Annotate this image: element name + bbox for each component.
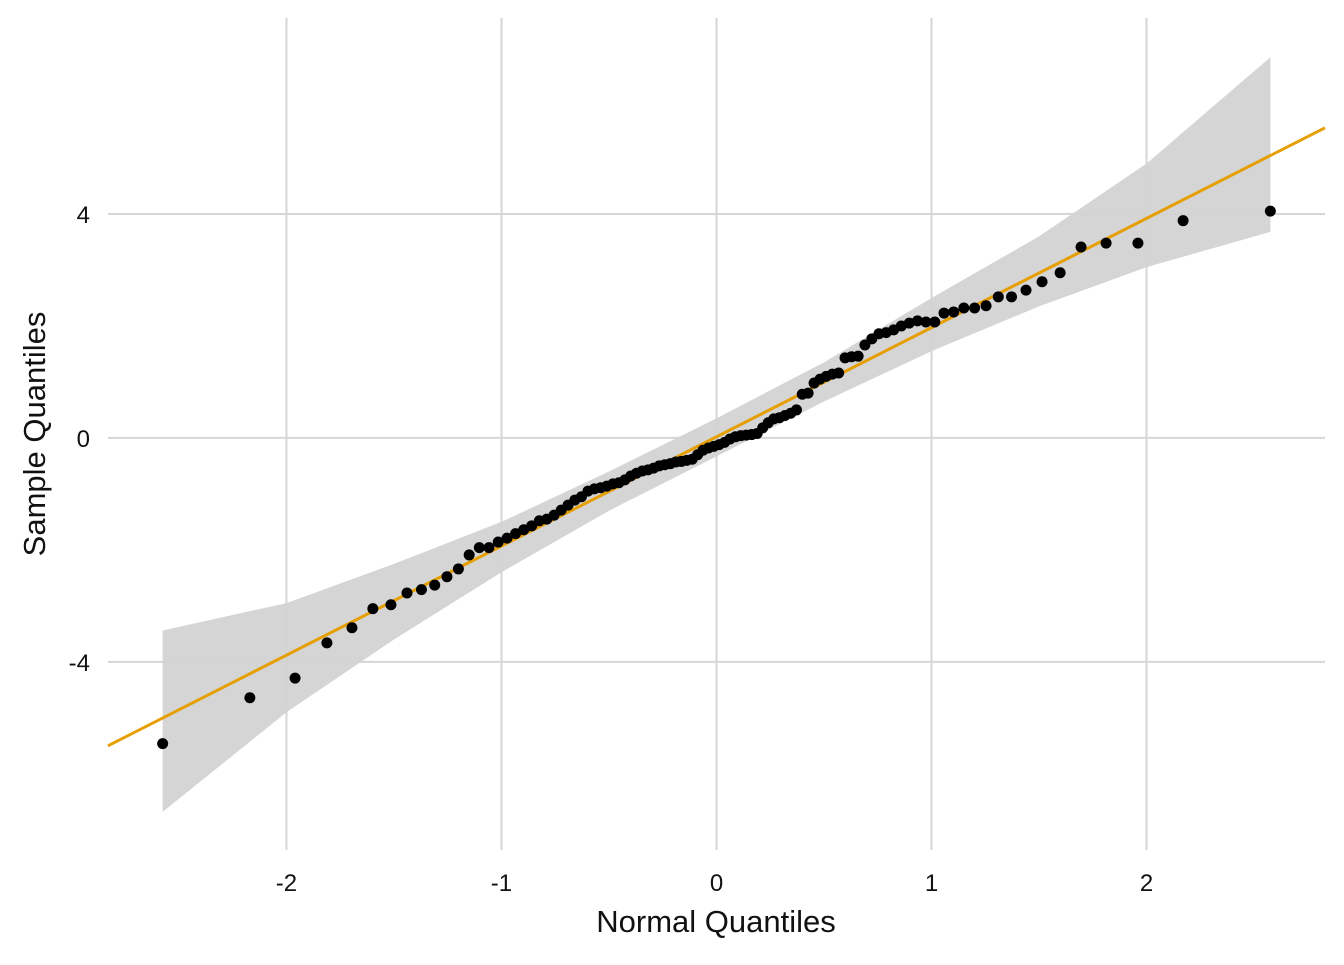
data-point <box>244 692 256 704</box>
data-point <box>321 637 333 649</box>
data-point <box>1006 291 1018 303</box>
data-point <box>289 672 301 684</box>
data-point <box>385 599 397 611</box>
data-point <box>452 563 464 575</box>
data-point <box>346 622 358 634</box>
data-point <box>929 316 941 328</box>
data-point <box>948 306 960 318</box>
y-tick-label: -4 <box>69 650 90 677</box>
data-point <box>510 528 522 540</box>
data-point <box>1132 237 1144 249</box>
reference-line <box>107 126 1326 748</box>
data-point <box>969 302 981 314</box>
data-point <box>1100 237 1112 249</box>
data-points <box>157 205 1276 750</box>
y-tick-label: 4 <box>77 202 90 229</box>
data-point <box>958 302 970 314</box>
data-point <box>1036 276 1048 288</box>
data-point <box>802 387 814 399</box>
x-tick-label: -2 <box>276 870 297 897</box>
data-point <box>833 367 845 379</box>
data-point <box>980 300 992 312</box>
data-point <box>911 315 923 327</box>
data-point <box>852 350 864 362</box>
confidence-band <box>162 57 1271 812</box>
data-point <box>492 536 504 548</box>
data-point <box>938 307 950 319</box>
data-point <box>920 316 932 328</box>
x-tick-label: 2 <box>1140 870 1153 897</box>
y-axis-title: Sample Quantiles <box>17 312 52 557</box>
data-point <box>1264 205 1276 217</box>
data-point <box>483 542 495 554</box>
data-point <box>501 532 513 544</box>
data-point <box>429 579 441 591</box>
x-tick-label: 0 <box>710 870 723 897</box>
data-point <box>367 603 379 615</box>
data-point <box>1177 215 1189 227</box>
x-tick-label: 1 <box>925 870 938 897</box>
data-point <box>473 542 485 554</box>
data-point <box>790 404 802 416</box>
data-point <box>992 291 1004 303</box>
data-point <box>415 584 427 596</box>
data-point <box>1075 241 1087 253</box>
x-tick-labels: -2 -1 0 1 2 <box>276 870 1153 897</box>
data-point <box>157 738 169 750</box>
data-point <box>1054 267 1066 279</box>
x-axis-title: Normal Quantiles <box>596 904 835 939</box>
y-tick-labels: -4 0 4 <box>69 202 90 677</box>
y-tick-label: 0 <box>77 426 90 453</box>
data-point <box>463 549 475 561</box>
data-point <box>441 571 453 583</box>
data-point <box>401 587 413 599</box>
data-point <box>1020 284 1032 296</box>
x-tick-label: -1 <box>491 870 512 897</box>
